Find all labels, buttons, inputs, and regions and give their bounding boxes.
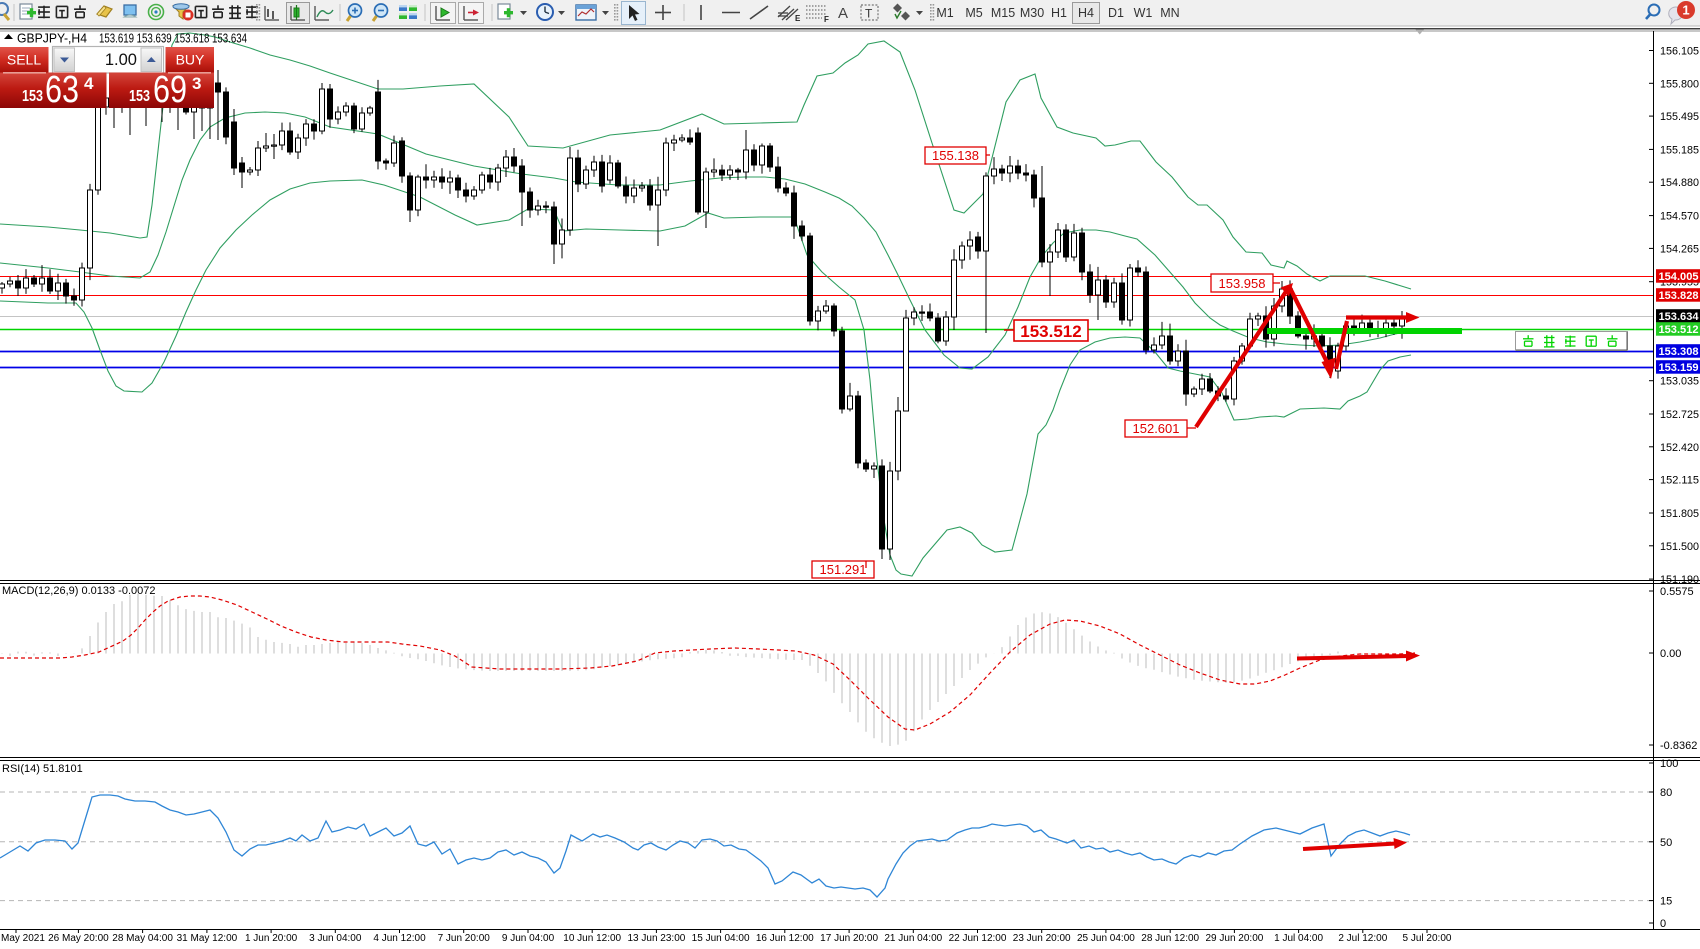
svg-text:153: 153 [22, 88, 43, 105]
svg-text:2 Jul 12:00: 2 Jul 12:00 [1338, 933, 1387, 944]
svg-text:3 Jun 04:00: 3 Jun 04:00 [309, 933, 362, 944]
svg-text:151.500: 151.500 [1660, 541, 1699, 553]
svg-text:A: A [838, 5, 848, 22]
svg-text:152.420: 152.420 [1660, 442, 1699, 454]
svg-text:22 Jun 12:00: 22 Jun 12:00 [949, 933, 1007, 944]
svg-text:5 Jul 20:00: 5 Jul 20:00 [1403, 933, 1452, 944]
svg-text:25 May 2021: 25 May 2021 [0, 933, 45, 944]
svg-text:153.634: 153.634 [1659, 311, 1700, 323]
svg-text:15: 15 [1660, 896, 1672, 908]
svg-text:69: 69 [153, 69, 187, 111]
svg-text:1.00: 1.00 [105, 51, 137, 69]
svg-text:GBPJPY-,H4: GBPJPY-,H4 [17, 32, 87, 46]
svg-text:151.291: 151.291 [820, 562, 867, 577]
svg-text:153.619 153.639 153.618 153.63: 153.619 153.639 153.618 153.634 [99, 32, 247, 46]
svg-text:9 Jun 04:00: 9 Jun 04:00 [502, 933, 555, 944]
svg-text:152.115: 152.115 [1660, 475, 1699, 487]
svg-text:100: 100 [1660, 758, 1678, 770]
svg-text:50: 50 [1660, 837, 1672, 849]
svg-text:F: F [824, 15, 829, 24]
svg-text:155.138: 155.138 [932, 148, 979, 163]
svg-text:M5: M5 [965, 6, 982, 20]
svg-text:29 Jun 20:00: 29 Jun 20:00 [1205, 933, 1263, 944]
svg-text:D1: D1 [1108, 6, 1124, 20]
svg-text:0.5575: 0.5575 [1660, 586, 1694, 598]
svg-text:156.105: 156.105 [1660, 46, 1699, 58]
svg-text:152.601: 152.601 [1133, 421, 1180, 436]
svg-text:-0.8362: -0.8362 [1660, 740, 1697, 752]
svg-text:63: 63 [45, 69, 79, 111]
svg-text:153: 153 [129, 88, 150, 105]
svg-text:H1: H1 [1051, 6, 1067, 20]
svg-text:31 May 12:00: 31 May 12:00 [177, 933, 238, 944]
svg-text:152.725: 152.725 [1660, 409, 1699, 421]
svg-text:MN: MN [1160, 6, 1179, 20]
svg-text:155.495: 155.495 [1660, 111, 1699, 123]
svg-text:151.190: 151.190 [1660, 574, 1699, 586]
svg-text:153.159: 153.159 [1659, 362, 1699, 374]
svg-text:10 Jun 12:00: 10 Jun 12:00 [563, 933, 621, 944]
svg-text:155.185: 155.185 [1660, 144, 1699, 156]
svg-text:28 May 04:00: 28 May 04:00 [112, 933, 173, 944]
svg-text:153.035: 153.035 [1660, 376, 1699, 388]
svg-text:7 Jun 20:00: 7 Jun 20:00 [438, 933, 491, 944]
svg-text:154.880: 154.880 [1660, 177, 1699, 189]
svg-text:154.005: 154.005 [1659, 271, 1699, 283]
svg-text:M1: M1 [936, 6, 953, 20]
svg-text:15 Jun 04:00: 15 Jun 04:00 [692, 933, 750, 944]
svg-text:W1: W1 [1134, 6, 1153, 20]
svg-text:154.265: 154.265 [1660, 243, 1699, 255]
svg-text:RSI(14) 51.8101: RSI(14) 51.8101 [2, 763, 83, 775]
svg-text:4 Jun 12:00: 4 Jun 12:00 [373, 933, 426, 944]
svg-text:0.00: 0.00 [1660, 648, 1681, 660]
svg-text:80: 80 [1660, 787, 1672, 799]
svg-text:153.958: 153.958 [1219, 276, 1266, 291]
svg-text:21 Jun 04:00: 21 Jun 04:00 [884, 933, 942, 944]
svg-text:M15: M15 [991, 6, 1015, 20]
svg-text:H4: H4 [1078, 6, 1094, 20]
svg-text:154.570: 154.570 [1660, 211, 1699, 223]
svg-text:M30: M30 [1020, 6, 1044, 20]
svg-text:153.512: 153.512 [1659, 324, 1699, 336]
svg-text:4: 4 [84, 74, 94, 93]
svg-text:1 Jul 04:00: 1 Jul 04:00 [1274, 933, 1323, 944]
svg-text:26 May 20:00: 26 May 20:00 [48, 933, 109, 944]
svg-text:151.805: 151.805 [1660, 508, 1699, 520]
svg-text:153.512: 153.512 [1020, 322, 1081, 341]
svg-text:3: 3 [192, 74, 201, 93]
svg-text:28 Jun 12:00: 28 Jun 12:00 [1141, 933, 1199, 944]
svg-text:13 Jun 23:00: 13 Jun 23:00 [627, 933, 685, 944]
svg-text:153.308: 153.308 [1659, 346, 1699, 358]
svg-text:1 Jun 20:00: 1 Jun 20:00 [245, 933, 298, 944]
svg-text:1: 1 [1682, 3, 1689, 18]
svg-text:BUY: BUY [176, 52, 205, 68]
svg-text:T: T [865, 7, 873, 21]
svg-text:MACD(12,26,9) 0.0133 -0.0072: MACD(12,26,9) 0.0133 -0.0072 [2, 585, 155, 597]
svg-text:25 Jun 04:00: 25 Jun 04:00 [1077, 933, 1135, 944]
svg-text:SELL: SELL [7, 52, 41, 68]
svg-text:17 Jun 20:00: 17 Jun 20:00 [820, 933, 878, 944]
svg-text:E: E [795, 14, 801, 23]
svg-text:155.800: 155.800 [1660, 78, 1699, 90]
svg-text:23 Jun 20:00: 23 Jun 20:00 [1013, 933, 1071, 944]
svg-text:0: 0 [1660, 918, 1666, 930]
svg-text:153.828: 153.828 [1659, 290, 1699, 302]
svg-text:16 Jun 12:00: 16 Jun 12:00 [756, 933, 814, 944]
